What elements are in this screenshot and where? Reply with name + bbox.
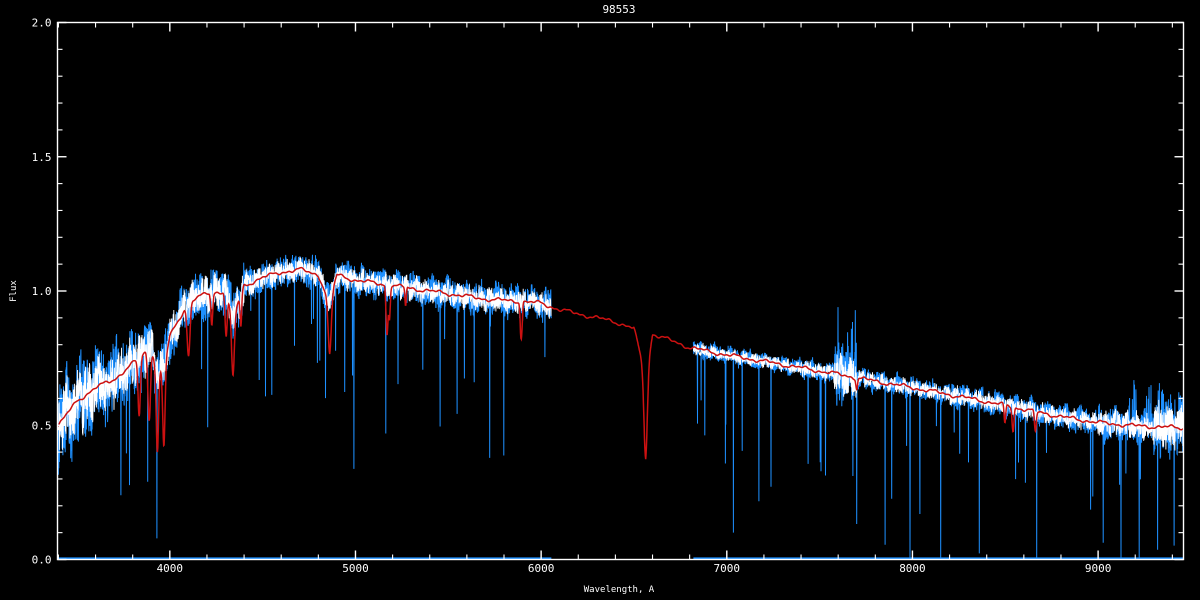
y-tick-label: 1.5 [32, 151, 52, 164]
axis-frame [56, 21, 1185, 561]
y-tick-label: 0.0 [32, 554, 52, 567]
x-tick-label: 5000 [342, 562, 369, 575]
x-tick-label: 9000 [1085, 562, 1112, 575]
y-tick-label: 1.0 [32, 285, 52, 298]
spectrum-data-layer [57, 254, 1184, 560]
y-axis-title: Flux [9, 280, 19, 302]
page-title: 98553 [602, 3, 635, 16]
axis-labels: 4000 5000 6000 7000 8000 9000 0.0 0.5 1.0 1.5 2.0 [32, 17, 1112, 576]
x-tick-label: 8000 [899, 562, 926, 575]
x-tick-label: 6000 [528, 562, 555, 575]
model-fit-trace [57, 266, 1184, 460]
x-tick-label: 7000 [714, 562, 741, 575]
x-tick-label: 4000 [157, 562, 184, 575]
x-axis-title: Wavelength, A [584, 585, 655, 595]
y-tick-label: 2.0 [32, 17, 52, 30]
y-tick-label: 0.5 [32, 419, 52, 432]
